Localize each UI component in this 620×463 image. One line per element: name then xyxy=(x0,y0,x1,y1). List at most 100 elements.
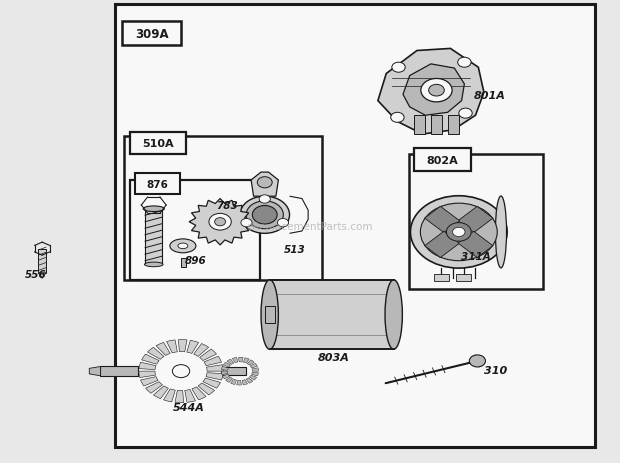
Polygon shape xyxy=(189,199,251,245)
Circle shape xyxy=(421,79,452,103)
Text: eReplacementParts.com: eReplacementParts.com xyxy=(247,222,373,232)
Bar xyxy=(265,307,275,323)
Polygon shape xyxy=(148,348,164,360)
Ellipse shape xyxy=(495,196,507,269)
Circle shape xyxy=(446,223,471,242)
Text: 310: 310 xyxy=(484,365,508,375)
Bar xyxy=(38,249,46,273)
Polygon shape xyxy=(206,365,223,371)
Ellipse shape xyxy=(143,206,164,212)
Bar xyxy=(221,368,246,375)
Polygon shape xyxy=(139,371,156,378)
Bar xyxy=(448,116,459,135)
Bar xyxy=(100,367,138,376)
Circle shape xyxy=(458,58,471,68)
Polygon shape xyxy=(250,363,257,368)
Ellipse shape xyxy=(261,280,278,350)
Polygon shape xyxy=(200,349,216,361)
Text: 544A: 544A xyxy=(173,402,205,413)
Ellipse shape xyxy=(170,239,196,253)
Bar xyxy=(270,280,394,350)
Circle shape xyxy=(391,113,404,123)
Polygon shape xyxy=(425,232,459,258)
Polygon shape xyxy=(252,372,259,376)
Polygon shape xyxy=(185,389,195,402)
FancyBboxPatch shape xyxy=(130,181,260,280)
Text: 309A: 309A xyxy=(135,28,169,41)
FancyBboxPatch shape xyxy=(414,149,471,171)
Polygon shape xyxy=(403,65,464,116)
Polygon shape xyxy=(221,371,228,375)
Polygon shape xyxy=(378,49,484,135)
Circle shape xyxy=(277,219,288,227)
Circle shape xyxy=(469,355,485,367)
Bar xyxy=(414,116,425,135)
Polygon shape xyxy=(252,368,259,371)
Circle shape xyxy=(420,204,497,261)
Bar xyxy=(181,258,186,268)
Circle shape xyxy=(259,195,270,204)
Circle shape xyxy=(215,218,226,226)
Polygon shape xyxy=(226,377,232,382)
Polygon shape xyxy=(193,344,209,357)
Circle shape xyxy=(392,63,405,73)
Polygon shape xyxy=(232,357,238,363)
Polygon shape xyxy=(164,389,175,402)
Polygon shape xyxy=(187,341,198,354)
Polygon shape xyxy=(156,343,171,356)
Polygon shape xyxy=(242,380,247,385)
Circle shape xyxy=(209,214,231,231)
Text: 556: 556 xyxy=(25,269,47,279)
Polygon shape xyxy=(141,377,158,386)
Polygon shape xyxy=(175,391,184,403)
Polygon shape xyxy=(206,373,223,380)
FancyBboxPatch shape xyxy=(409,155,542,289)
Circle shape xyxy=(252,206,277,225)
FancyBboxPatch shape xyxy=(130,133,186,155)
Text: 802A: 802A xyxy=(427,155,459,165)
Ellipse shape xyxy=(246,201,283,229)
Polygon shape xyxy=(203,378,221,388)
Polygon shape xyxy=(458,207,493,233)
Text: 510A: 510A xyxy=(142,139,174,149)
Circle shape xyxy=(428,85,445,97)
Polygon shape xyxy=(244,358,249,363)
Circle shape xyxy=(257,177,272,188)
Polygon shape xyxy=(167,340,177,353)
Ellipse shape xyxy=(385,280,402,350)
Ellipse shape xyxy=(240,197,290,234)
Polygon shape xyxy=(192,387,206,400)
Polygon shape xyxy=(198,383,215,395)
Bar xyxy=(145,209,162,265)
Polygon shape xyxy=(223,363,231,367)
Ellipse shape xyxy=(144,263,163,267)
Bar xyxy=(434,275,449,281)
Polygon shape xyxy=(425,207,459,233)
Polygon shape xyxy=(146,382,162,394)
Polygon shape xyxy=(246,378,253,383)
Polygon shape xyxy=(153,386,169,399)
FancyBboxPatch shape xyxy=(115,5,595,447)
Polygon shape xyxy=(221,367,228,370)
FancyBboxPatch shape xyxy=(122,22,181,46)
Text: 896: 896 xyxy=(184,256,206,266)
FancyBboxPatch shape xyxy=(124,137,322,280)
Text: 783: 783 xyxy=(216,200,238,211)
Circle shape xyxy=(172,365,190,378)
Bar xyxy=(456,275,471,281)
Polygon shape xyxy=(141,354,159,364)
Polygon shape xyxy=(251,173,278,197)
Bar xyxy=(431,116,442,135)
Polygon shape xyxy=(458,232,493,258)
Polygon shape xyxy=(179,340,187,352)
Text: 311A: 311A xyxy=(461,251,491,262)
Text: 513: 513 xyxy=(284,244,306,254)
Polygon shape xyxy=(249,375,257,380)
Text: 801A: 801A xyxy=(474,91,506,101)
Polygon shape xyxy=(227,359,234,365)
Polygon shape xyxy=(247,360,254,365)
Circle shape xyxy=(410,196,507,269)
Polygon shape xyxy=(237,381,241,385)
Ellipse shape xyxy=(178,244,188,249)
FancyBboxPatch shape xyxy=(135,174,180,194)
